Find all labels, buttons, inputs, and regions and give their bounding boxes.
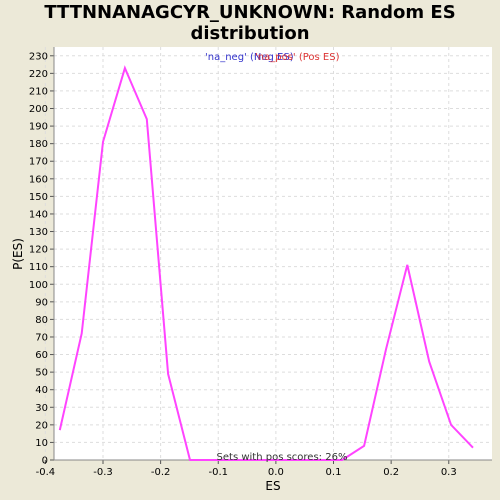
y-tick-label: 100 — [29, 280, 48, 291]
x-tick-label: -0.3 — [93, 467, 113, 478]
legend: 'na_neg' (Neg ES) 'na_pos' (Pos ES) — [205, 52, 340, 63]
legend-entry-neg: 'na_neg' (Neg ES) — [205, 52, 294, 63]
tick-labels: 0 10 20 30 40 50 60 70 80 90 100 110 120 130 140 150 160… — [29, 51, 457, 478]
y-tick-label: 80 — [35, 315, 48, 326]
y-tick-label: 110 — [29, 262, 48, 273]
y-tick-label: 40 — [35, 385, 48, 396]
grid-lines — [44, 47, 492, 460]
y-tick-label: 140 — [29, 209, 48, 220]
y-tick-label: 30 — [35, 403, 48, 414]
x-tick-label: 0.0 — [268, 467, 284, 478]
y-tick-label: 180 — [29, 139, 48, 150]
x-tick-label: 0.1 — [326, 467, 342, 478]
pos-scores-annotation: Sets with pos scores: 26% — [217, 452, 348, 463]
y-tick-label: 190 — [29, 122, 48, 133]
y-tick-label: 160 — [29, 174, 48, 185]
y-tick-label: 130 — [29, 227, 48, 238]
y-tick-label: 90 — [35, 297, 48, 308]
series-line — [58, 65, 474, 461]
y-tick-label: 10 — [35, 438, 48, 449]
y-tick-label: 210 — [29, 86, 48, 97]
x-tick-label: -0.4 — [36, 467, 56, 478]
y-tick-label: 220 — [29, 69, 48, 80]
legend-entry-pos: 'na_pos' (Pos ES) — [255, 52, 340, 63]
chart-title: TTTNNANAGCYR_UNKNOWN: Random ES distribu… — [0, 2, 500, 44]
chart-title-line-2: distribution — [190, 23, 310, 44]
y-tick-label: 150 — [29, 192, 48, 203]
y-tick-label: 0 — [42, 456, 48, 467]
y-tick-label: 70 — [35, 332, 48, 343]
y-tick-label: 60 — [35, 350, 48, 361]
y-tick-label: 50 — [35, 368, 48, 379]
y-tick-label: 20 — [35, 420, 48, 431]
y-tick-label: 230 — [29, 51, 48, 62]
x-tick-label: -0.2 — [151, 467, 171, 478]
y-tick-label: 120 — [29, 245, 48, 256]
plot-area — [54, 47, 492, 460]
y-tick-label: 200 — [29, 104, 48, 115]
chart-title-line-1: TTTNNANAGCYR_UNKNOWN: Random ES — [44, 2, 456, 23]
y-tick-label: 170 — [29, 157, 48, 168]
y-axis-label: P(ES) — [11, 238, 25, 270]
x-tick-label: -0.1 — [208, 467, 228, 478]
x-tick-label: 0.3 — [441, 467, 457, 478]
x-tick-label: 0.2 — [383, 467, 399, 478]
x-axis-label: ES — [265, 479, 280, 493]
